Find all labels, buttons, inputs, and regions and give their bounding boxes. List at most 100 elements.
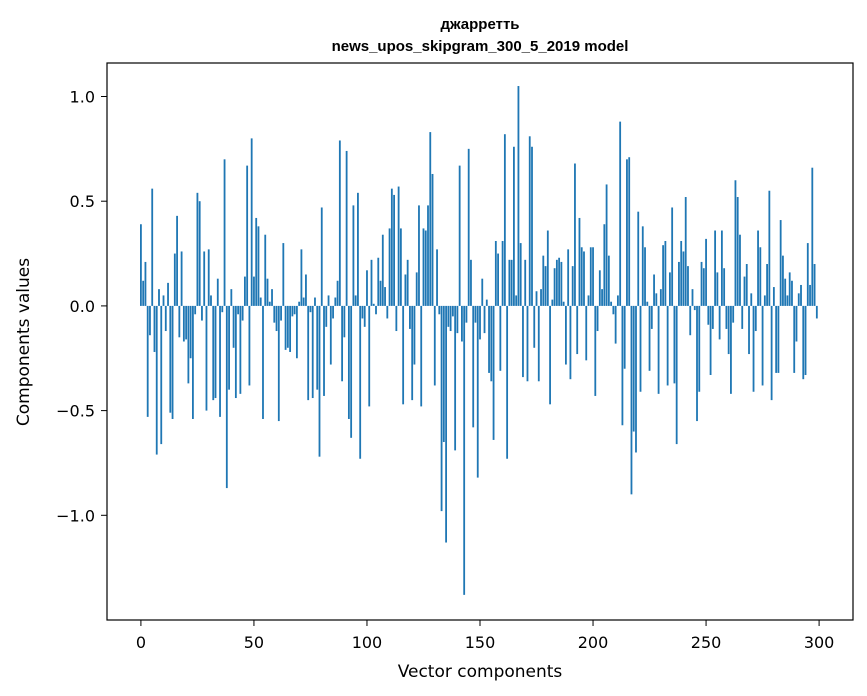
bar-106 bbox=[379, 280, 382, 306]
bar-21 bbox=[187, 305, 190, 384]
bar-293 bbox=[802, 305, 805, 380]
bar-7 bbox=[155, 305, 158, 455]
bar-282 bbox=[777, 305, 780, 373]
x-axis: 0 50 100 150 200 250 300 bbox=[136, 620, 834, 652]
bar-60 bbox=[275, 305, 278, 332]
bar-186 bbox=[560, 261, 563, 306]
bar-147 bbox=[472, 305, 475, 428]
bar-211 bbox=[616, 295, 619, 306]
bar-130 bbox=[433, 305, 436, 386]
x-tick-label: 100 bbox=[352, 633, 383, 652]
bar-262 bbox=[732, 305, 735, 323]
bar-247 bbox=[698, 305, 701, 392]
bar-158 bbox=[497, 253, 499, 306]
bar-95 bbox=[354, 295, 357, 306]
bar-151 bbox=[481, 278, 484, 306]
bar-279 bbox=[770, 305, 773, 401]
bar-141 bbox=[458, 165, 461, 306]
bar-190 bbox=[569, 305, 572, 380]
bar-119 bbox=[409, 305, 411, 329]
bar-219 bbox=[635, 305, 637, 453]
bar-83 bbox=[327, 295, 330, 306]
bar-72 bbox=[302, 297, 305, 306]
bar-164 bbox=[510, 259, 513, 306]
x-axis-label: Vector components bbox=[398, 662, 563, 682]
bar-17 bbox=[178, 305, 181, 338]
bar-299 bbox=[815, 305, 818, 319]
bar-41 bbox=[232, 305, 235, 348]
bar-20 bbox=[185, 305, 188, 340]
bar-152 bbox=[483, 305, 486, 334]
bar-180 bbox=[546, 230, 549, 306]
bar-27 bbox=[201, 305, 203, 321]
bar-81 bbox=[323, 305, 325, 396]
bar-233 bbox=[666, 305, 669, 386]
bar-68 bbox=[293, 305, 296, 315]
bar-9 bbox=[160, 305, 163, 445]
bar-281 bbox=[775, 305, 778, 373]
bar-234 bbox=[668, 272, 671, 306]
bar-159 bbox=[499, 305, 502, 371]
bar-185 bbox=[558, 257, 561, 306]
bar-269 bbox=[748, 305, 750, 355]
bar-272 bbox=[754, 305, 757, 332]
bar-39 bbox=[228, 305, 230, 390]
bar-229 bbox=[657, 305, 660, 394]
bar-67 bbox=[291, 305, 294, 317]
bar-241 bbox=[684, 197, 687, 306]
y-tick-label: −1.0 bbox=[56, 506, 95, 525]
bar-261 bbox=[730, 305, 732, 394]
bar-12 bbox=[167, 282, 169, 306]
bar-139 bbox=[454, 305, 457, 451]
bar-154 bbox=[488, 305, 490, 373]
bar-287 bbox=[788, 272, 791, 306]
bar-74 bbox=[307, 305, 310, 401]
y-axis: −1.0 −0.5 0.0 0.5 1.0 bbox=[56, 88, 107, 525]
bar-31 bbox=[210, 295, 212, 306]
bar-188 bbox=[565, 305, 567, 365]
bar-2 bbox=[144, 261, 147, 306]
bar-213 bbox=[621, 305, 624, 426]
bar-224 bbox=[646, 301, 649, 306]
bar-181 bbox=[549, 305, 551, 405]
bar-226 bbox=[650, 305, 653, 329]
bar-166 bbox=[515, 295, 518, 306]
bar-294 bbox=[804, 305, 807, 375]
bar-230 bbox=[659, 289, 662, 306]
bar-208 bbox=[610, 301, 613, 306]
bar-171 bbox=[526, 305, 529, 382]
bar-79 bbox=[318, 305, 321, 457]
bar-70 bbox=[298, 301, 301, 306]
bar-264 bbox=[736, 197, 739, 306]
bar-38 bbox=[225, 305, 228, 489]
bar-270 bbox=[750, 293, 753, 306]
bar-40 bbox=[230, 289, 233, 306]
bar-82 bbox=[325, 305, 328, 327]
bar-167 bbox=[517, 86, 520, 306]
bar-259 bbox=[725, 305, 728, 329]
bar-33 bbox=[214, 305, 217, 399]
bar-62 bbox=[280, 305, 282, 321]
bar-163 bbox=[508, 259, 511, 306]
bar-77 bbox=[314, 297, 316, 306]
bar-113 bbox=[395, 305, 398, 332]
bar-218 bbox=[632, 305, 635, 432]
bar-111 bbox=[390, 188, 393, 306]
bar-80 bbox=[320, 207, 323, 306]
bar-257 bbox=[720, 230, 723, 306]
bar-149 bbox=[476, 305, 479, 478]
chart-subtitle: news_upos_skipgram_300_5_2019 model bbox=[332, 38, 629, 55]
bar-223 bbox=[644, 247, 646, 306]
bar-14 bbox=[171, 305, 174, 419]
bar-238 bbox=[678, 261, 680, 306]
bar-255 bbox=[716, 272, 719, 306]
bar-231 bbox=[662, 245, 665, 306]
bar-200 bbox=[592, 247, 594, 306]
bar-107 bbox=[381, 234, 384, 306]
y-tick-label: 0.0 bbox=[70, 297, 95, 316]
bar-99 bbox=[363, 305, 366, 327]
bar-196 bbox=[583, 251, 585, 306]
bar-285 bbox=[784, 278, 787, 306]
bar-104 bbox=[375, 305, 377, 315]
